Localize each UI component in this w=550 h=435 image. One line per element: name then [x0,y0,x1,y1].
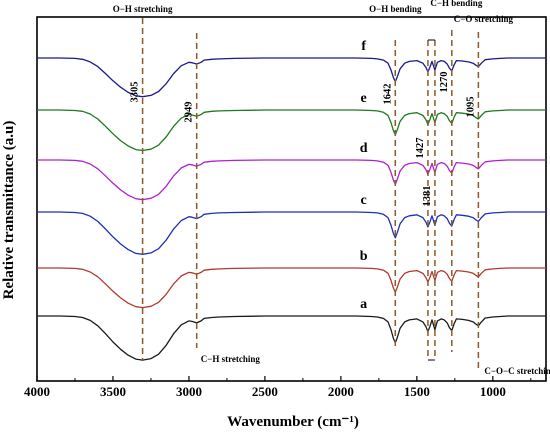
series-line-f [37,57,546,98]
annotation-1270: C−O stretching [454,14,514,24]
annotation-3305: O−H stretching [113,4,173,14]
peak-label-2949: 2949 [184,102,195,123]
series-line-a [37,315,546,361]
series-label-b: b [360,249,368,264]
peak-label-1381: 1381 [422,186,433,207]
x-tick-label-4000: 4000 [24,384,50,399]
x-axis-title: Wavenumber (cm⁻¹) [227,414,359,430]
series-label-e: e [361,91,367,106]
x-tick-label-3000: 3000 [176,384,202,399]
annotation-1404: C−H bending [430,0,482,8]
peak-label-1642: 1642 [382,84,393,105]
series-line-e [37,109,546,152]
series-label-c: c [361,193,367,208]
series-label-d: d [360,141,368,156]
annotation-2949: C−H stretching [201,354,261,364]
series-line-b [37,267,546,309]
annotation-1095: C−O−C stretching [484,366,550,376]
x-tick-label-2500: 2500 [252,384,278,399]
x-tick-label-2000: 2000 [328,384,354,399]
x-tick-label-1000: 1000 [480,384,506,399]
y-axis-title: Relative transmittance (a.u) [1,121,17,300]
peak-label-1095: 1095 [465,97,476,118]
plot-area: 4000 3500 3000 2500 2000 1500 1000 f e d c b a 3305 29… [24,0,550,399]
peak-label-1427: 1427 [415,138,426,159]
x-tick-label-1500: 1500 [404,384,430,399]
peak-label-1270: 1270 [439,72,450,93]
series-line-d [37,159,546,201]
annotation-1642: O−H bending [369,4,422,14]
series-label-f: f [361,39,366,54]
x-tick-label-3500: 3500 [100,384,126,399]
series-label-a: a [360,297,367,312]
peak-label-3305: 3305 [130,82,141,103]
plot-frame [36,16,547,382]
series-line-c [37,211,546,255]
